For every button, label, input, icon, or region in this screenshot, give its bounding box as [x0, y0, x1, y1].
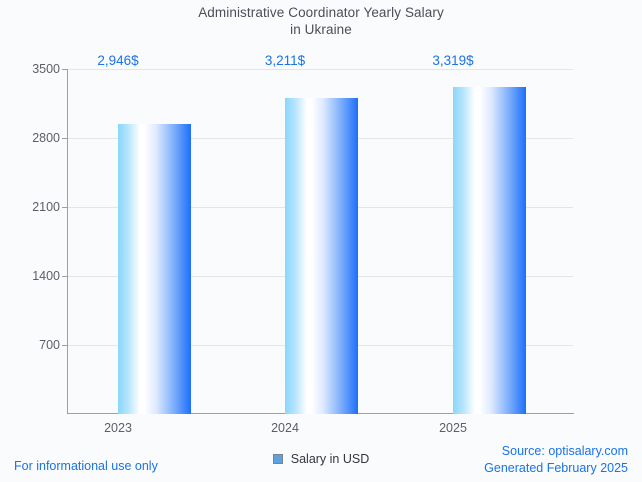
y-axis-label-2100: 2100 [32, 200, 60, 214]
chart-title: Administrative Coordinator Yearly Salary… [0, 4, 642, 38]
plot-area [62, 69, 573, 414]
chart-title-line-2: in Ukraine [290, 22, 352, 37]
generated-line: Generated February 2025 [484, 461, 628, 475]
y-tickmark-3500 [62, 69, 68, 70]
gridline-3500 [68, 69, 573, 70]
x-axis-label-2025: 2025 [439, 421, 467, 435]
bar-2025[interactable] [453, 86, 526, 414]
legend-swatch-icon [272, 454, 283, 464]
bar-value-2025: 3,319$ [432, 53, 474, 68]
y-tickmark-1400 [62, 276, 68, 277]
source-line: Source: optisalary.com [501, 444, 628, 458]
y-axis-label-2800: 2800 [32, 131, 60, 145]
y-axis-label-700: 700 [39, 338, 60, 352]
bar-2023[interactable] [118, 123, 191, 414]
y-axis-label-1400: 1400 [32, 269, 60, 283]
y-tickmark-2100 [62, 207, 68, 208]
y-tickmark-2800 [62, 138, 68, 139]
y-tickmark-700 [62, 345, 68, 346]
bar-value-2023: 2,946$ [97, 53, 139, 68]
source-note: Source: optisalary.com Generated Februar… [484, 443, 628, 477]
y-axis-label-3500: 3500 [32, 62, 60, 76]
y-axis-line [67, 69, 68, 414]
x-axis-label-2023: 2023 [104, 421, 132, 435]
chart-legend: Salary in USD [0, 452, 642, 466]
legend-label-salary: Salary in USD [290, 452, 370, 466]
x-axis-label-2024: 2024 [271, 421, 299, 435]
disclaimer-note: For informational use only [14, 459, 158, 473]
bar-2024[interactable] [285, 97, 358, 414]
bar-value-2024: 3,211$ [264, 53, 306, 68]
chart-title-line-1: Administrative Coordinator Yearly Salary [198, 5, 444, 20]
